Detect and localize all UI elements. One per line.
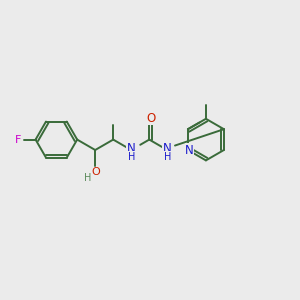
Text: N: N xyxy=(185,144,194,157)
Text: F: F xyxy=(14,135,21,145)
Text: O: O xyxy=(146,112,155,125)
Text: H: H xyxy=(164,152,171,161)
Text: H: H xyxy=(84,172,92,183)
Text: O: O xyxy=(92,167,100,177)
Text: N: N xyxy=(127,142,136,155)
Text: H: H xyxy=(128,152,135,161)
Text: N: N xyxy=(163,142,172,155)
